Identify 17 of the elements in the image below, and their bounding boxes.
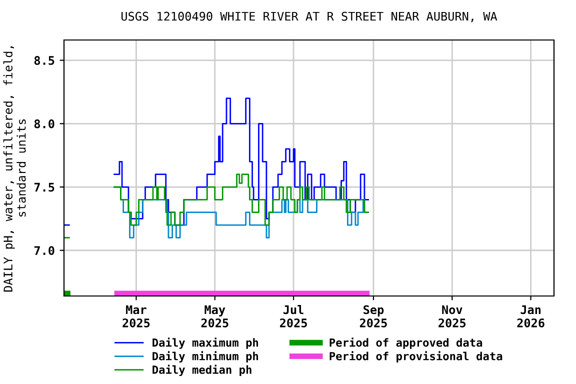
- legend-label: Daily maximum ph: [152, 338, 258, 349]
- y-axis-title: DAILY pH, water, unfiltered, field, standard units: [3, 46, 26, 292]
- x-tick-label: Nov 2025: [438, 305, 466, 328]
- chart-title: USGS 12100490 WHITE RIVER AT R STREET NEAR AUBURN, WA: [122, 12, 498, 22]
- legend-label: Daily minimum ph: [152, 351, 258, 362]
- x-tick-label: Mar 2025: [122, 305, 150, 328]
- y-tick-label: 8.0: [34, 119, 54, 128]
- x-tick-label: Sep 2025: [360, 305, 387, 328]
- x-tick-label: Jul 2025: [280, 305, 307, 328]
- x-tick-label: May 2025: [201, 305, 228, 328]
- y-tick-label: 8.5: [34, 56, 54, 65]
- x-tick-label: Jan 2026: [517, 305, 544, 328]
- legend-label: Daily median ph: [152, 364, 252, 376]
- y-tick-label: 7.5: [34, 182, 54, 192]
- legend-label: Period of provisional data: [330, 351, 502, 362]
- y-tick-label: 7.0: [34, 246, 54, 256]
- legend-label: Period of approved data: [330, 338, 482, 349]
